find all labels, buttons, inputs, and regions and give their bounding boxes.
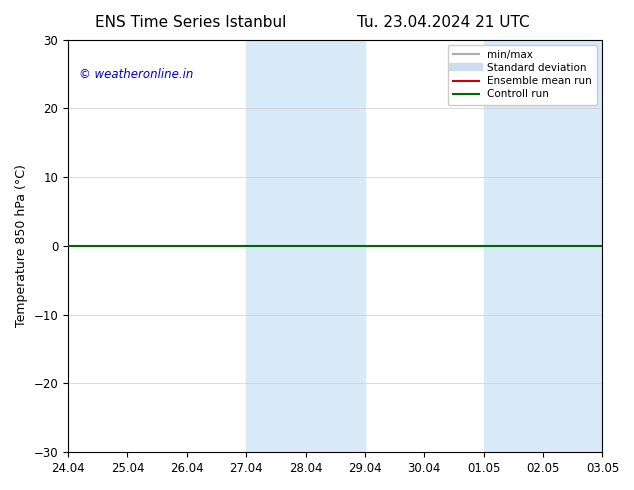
Y-axis label: Temperature 850 hPa (°C): Temperature 850 hPa (°C) — [15, 165, 28, 327]
Bar — [484, 40, 602, 452]
Text: ENS Time Series Istanbul: ENS Time Series Istanbul — [94, 15, 286, 30]
Text: Tu. 23.04.2024 21 UTC: Tu. 23.04.2024 21 UTC — [358, 15, 530, 30]
Text: © weatheronline.in: © weatheronline.in — [79, 69, 193, 81]
Legend: min/max, Standard deviation, Ensemble mean run, Controll run: min/max, Standard deviation, Ensemble me… — [448, 45, 597, 104]
Bar — [246, 40, 365, 452]
